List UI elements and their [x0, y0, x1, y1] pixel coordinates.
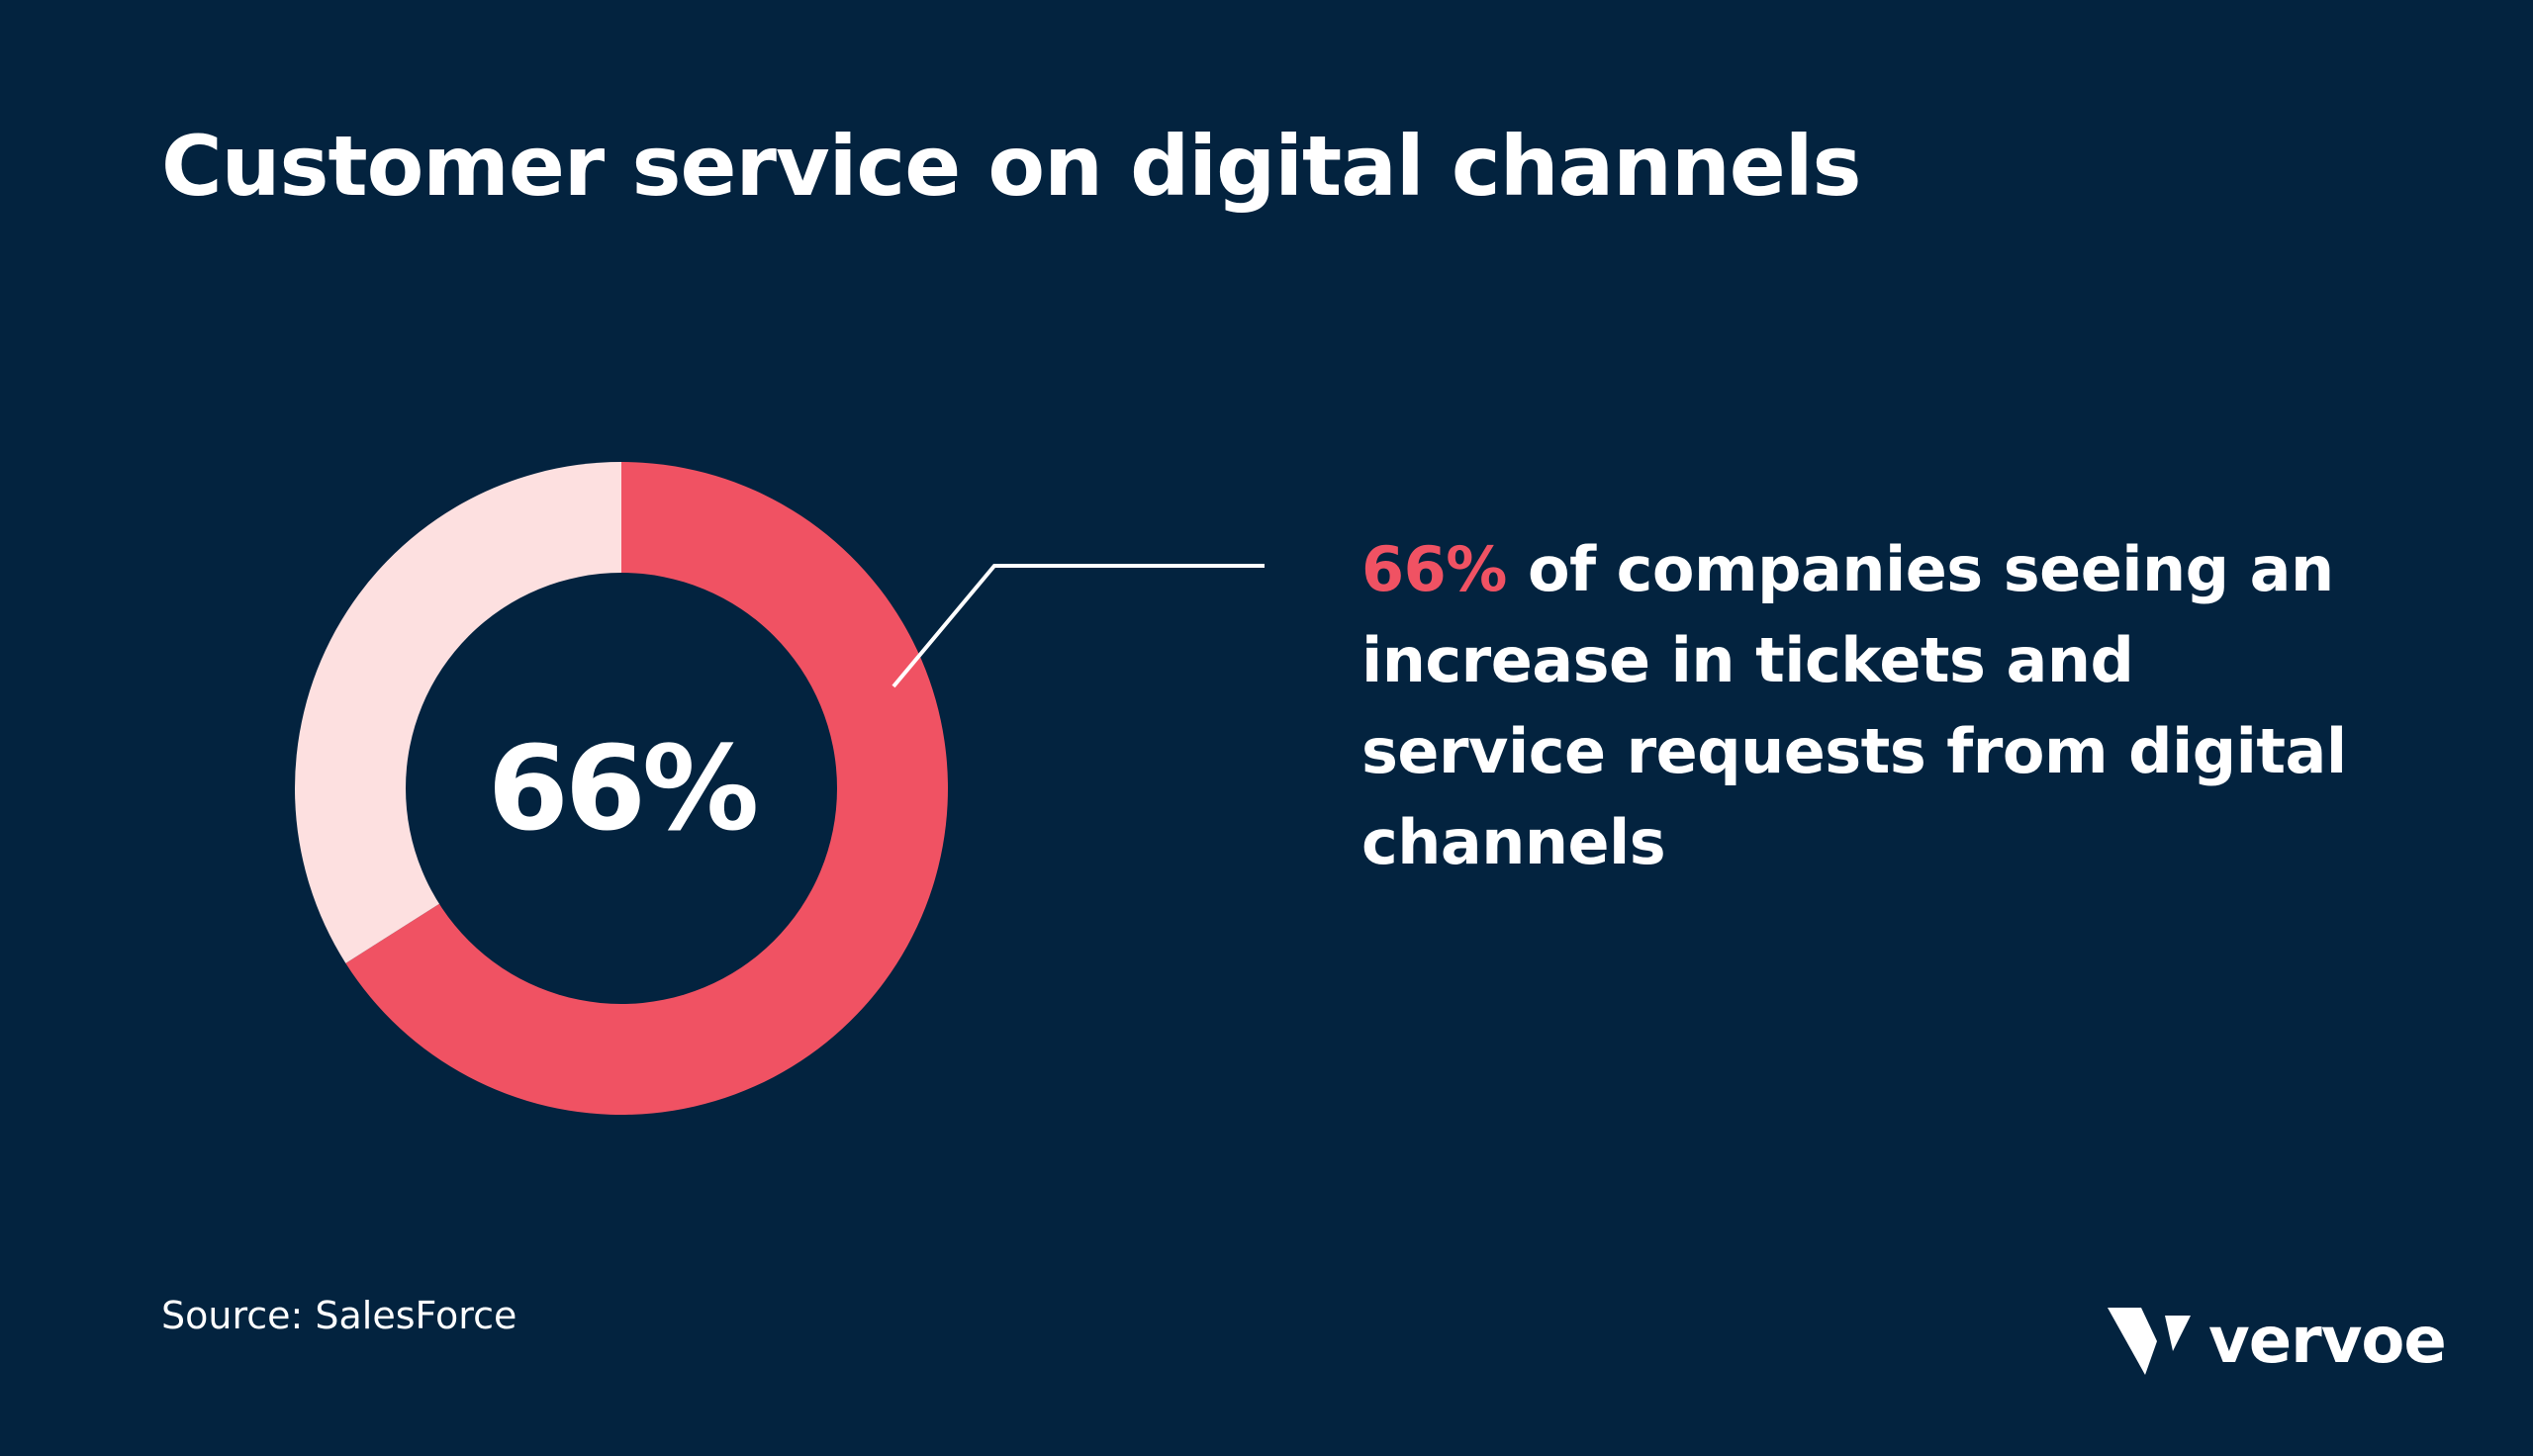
- callout-leader-line: [891, 564, 1265, 688]
- source-note: Source: SalesForce: [161, 1294, 517, 1337]
- callout-highlight: 66%: [1361, 533, 1507, 605]
- donut-hole: [406, 573, 837, 1004]
- callout-text: 66% of companies seeing an increase in t…: [1361, 524, 2351, 888]
- brand-name: vervoe: [2208, 1305, 2447, 1378]
- vervoe-v-logo-icon: [2108, 1308, 2191, 1375]
- page-title: Customer service on digital channels: [161, 118, 1862, 215]
- callout-body: of companies seeing an increase in ticke…: [1361, 533, 2347, 878]
- donut-center-label: 66%: [488, 720, 756, 857]
- brand-logo: vervoe: [2108, 1304, 2447, 1379]
